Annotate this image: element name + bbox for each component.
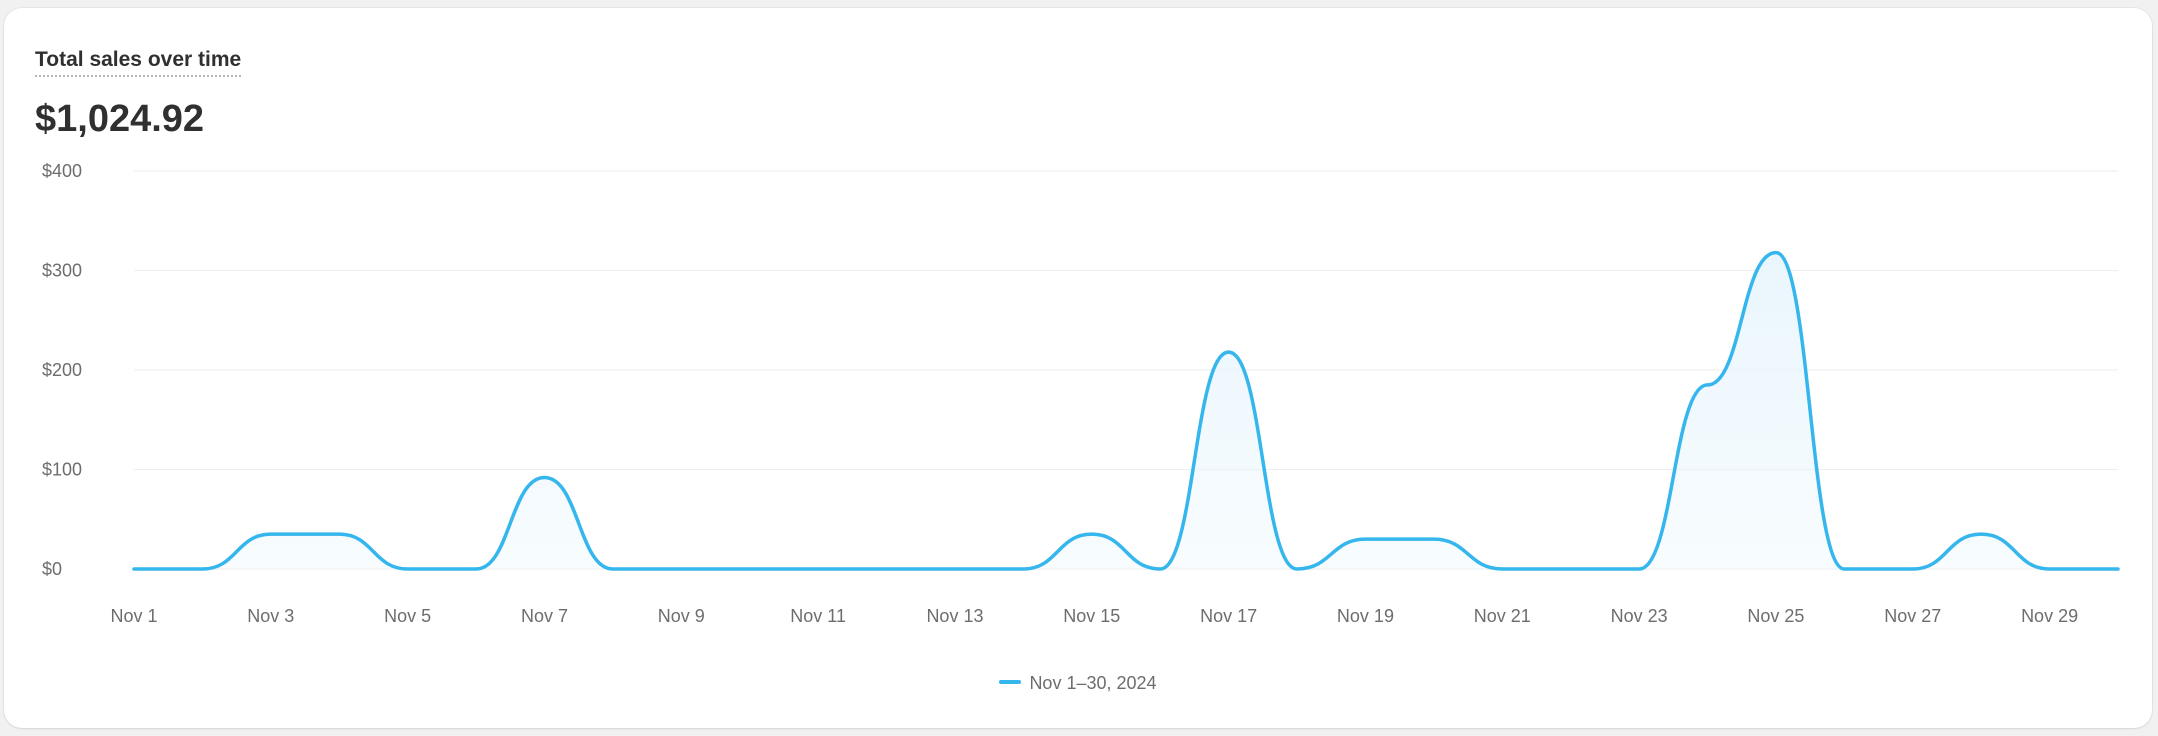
data-point[interactable] (1770, 247, 1782, 259)
x-axis-ticks: Nov 1 Nov 3 Nov 5 Nov 7 Nov 9 Nov 11 Nov 13 Nov… (110, 606, 2078, 626)
legend-label: Nov 1–30, 2024 (1029, 673, 1157, 693)
data-point[interactable] (675, 563, 687, 575)
data-point[interactable] (265, 528, 277, 540)
data-point[interactable] (1496, 563, 1508, 575)
data-point[interactable] (1359, 533, 1371, 545)
series-area (134, 252, 2118, 569)
y-tick-label: $400 (42, 161, 82, 181)
data-point[interactable] (812, 563, 824, 575)
data-point[interactable] (196, 563, 208, 575)
data-point[interactable] (1086, 528, 1098, 540)
data-point[interactable] (1702, 379, 1714, 391)
data-point[interactable] (333, 528, 345, 540)
x-tick-label: Nov 9 (658, 606, 705, 626)
sales-chart-card: Total sales over time $1,024.92 $0 $100 $2… (4, 8, 2152, 728)
x-tick-label: Nov 7 (521, 606, 568, 626)
chart-title[interactable]: Total sales over time (35, 48, 242, 77)
data-point[interactable] (1017, 563, 1029, 575)
y-tick-label: $300 (42, 261, 82, 281)
y-tick-label: $200 (42, 360, 82, 380)
total-sales-value: $1,024.92 (35, 98, 205, 140)
x-tick-label: Nov 5 (384, 606, 431, 626)
x-tick-label: Nov 29 (2021, 606, 2078, 626)
x-tick-label: Nov 15 (1063, 606, 1120, 626)
data-point[interactable] (128, 563, 140, 575)
x-tick-label: Nov 27 (1884, 606, 1941, 626)
data-point[interactable] (881, 563, 893, 575)
data-point[interactable] (1907, 563, 1919, 575)
data-point[interactable] (744, 563, 756, 575)
data-point[interactable] (402, 563, 414, 575)
data-point[interactable] (949, 563, 961, 575)
data-point[interactable] (1975, 528, 1987, 540)
y-tick-label: $100 (42, 460, 82, 480)
x-tick-label: Nov 25 (1747, 606, 1804, 626)
data-point[interactable] (1428, 533, 1440, 545)
x-tick-label: Nov 17 (1200, 606, 1257, 626)
data-point[interactable] (607, 563, 619, 575)
chart-legend[interactable]: Nov 1–30, 2024 (4, 672, 2152, 694)
data-point[interactable] (470, 563, 482, 575)
y-tick-label: $0 (42, 559, 62, 579)
legend-swatch (999, 680, 1022, 685)
data-point[interactable] (1154, 563, 1166, 575)
data-point[interactable] (1838, 563, 1850, 575)
x-tick-label: Nov 21 (1474, 606, 1531, 626)
x-tick-label: Nov 13 (926, 606, 983, 626)
x-tick-label: Nov 3 (247, 606, 294, 626)
x-tick-label: Nov 23 (1611, 606, 1668, 626)
data-point[interactable] (538, 471, 550, 483)
line-layer (128, 247, 2124, 575)
data-point[interactable] (1565, 563, 1577, 575)
area-layer (134, 252, 2118, 569)
y-axis-ticks: $0 $100 $200 $300 $400 (42, 161, 82, 579)
data-point[interactable] (1223, 346, 1235, 358)
x-tick-label: Nov 1 (110, 606, 157, 626)
x-tick-label: Nov 19 (1337, 606, 1394, 626)
data-point[interactable] (2112, 563, 2124, 575)
series-line[interactable] (132, 250, 2120, 571)
x-tick-label: Nov 11 (790, 606, 846, 626)
data-point[interactable] (1633, 563, 1645, 575)
data-point[interactable] (1291, 563, 1303, 575)
data-point[interactable] (2044, 563, 2056, 575)
